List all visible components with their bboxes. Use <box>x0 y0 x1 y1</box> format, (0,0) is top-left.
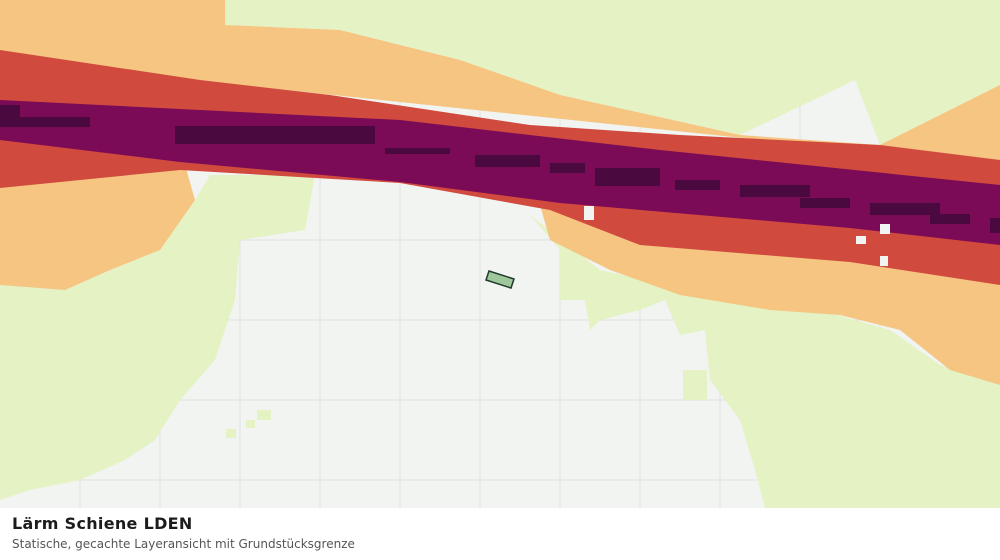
caption-panel: Lärm Schiene LDEN Statische, gecachte La… <box>0 508 1000 560</box>
noise-map <box>0 0 1000 508</box>
noise-zone-extreme <box>0 105 1000 233</box>
parcel-boundary[interactable] <box>485 270 515 289</box>
map-title: Lärm Schiene LDEN <box>12 514 193 533</box>
map-subtitle: Statische, gecachte Layeransicht mit Gru… <box>12 537 355 551</box>
map-gaps <box>584 206 890 266</box>
noise-zone-medium <box>0 0 1000 385</box>
